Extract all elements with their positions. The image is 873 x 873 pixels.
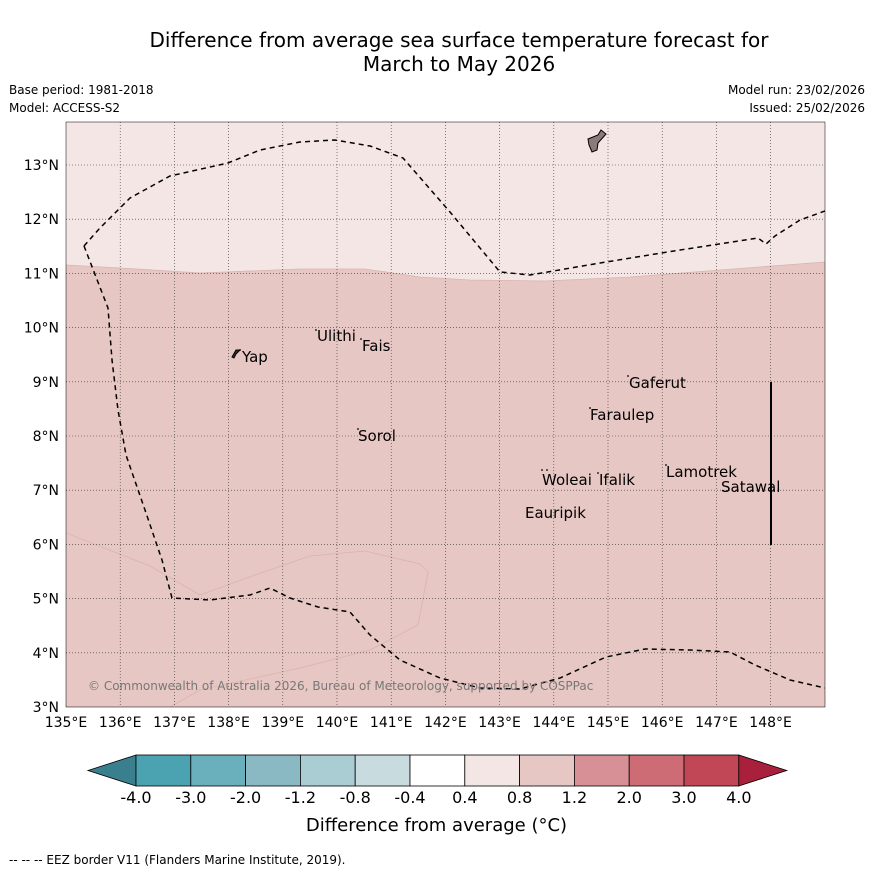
yap-island — [231, 349, 242, 359]
meta-right: Model run: 23/02/2026 Issued: 25/02/2026 — [728, 81, 865, 117]
colorbar-extend-low — [86, 754, 137, 787]
eez-border-west — [83, 245, 825, 690]
colorbar-tick-label: -0.4 — [394, 788, 425, 807]
colorbar-segment — [409, 754, 466, 787]
eez-footnote: -- -- -- EEZ border V11 (Flanders Marine… — [9, 853, 346, 867]
lon-tick-label: 146°E — [641, 715, 684, 731]
colorbar-segment — [519, 754, 575, 787]
issued-date: Issued: 25/02/2026 — [749, 101, 865, 115]
island-label-ulithi: Ulithi — [317, 327, 356, 345]
colorbar-tick-label: -1.2 — [285, 788, 316, 807]
colorbar-tick-label: -0.8 — [340, 788, 371, 807]
lat-tick-label: 10°N — [24, 321, 59, 337]
map-panel: Yap Ulithi Fais Gaferut Faraulep Sorol L… — [66, 122, 825, 707]
island-marker — [360, 338, 362, 340]
lat-tick-label: 3°N — [33, 700, 59, 716]
lon-tick-label: 144°E — [533, 715, 576, 731]
model-run: Model run: 23/02/2026 — [727, 83, 865, 97]
anomaly-field-0-8-1-2 — [66, 261, 825, 707]
lon-tick-label: 142°E — [424, 715, 467, 731]
lon-tick-label: 138°E — [207, 715, 250, 731]
lon-tick-label: 147°E — [695, 715, 738, 731]
colorbar-segment — [628, 754, 685, 787]
lon-tick-label: 148°E — [749, 715, 792, 731]
guam-island — [587, 129, 607, 153]
colorbar-tick-label: 0.4 — [452, 788, 477, 807]
model-name: Model: ACCESS-S2 — [9, 101, 121, 115]
island-label-sorol: Sorol — [358, 427, 396, 445]
colorbar-tick-label: 3.0 — [671, 788, 696, 807]
island-label-ifalik: Ifalik — [599, 471, 635, 489]
lon-tick-label: 145°E — [587, 715, 630, 731]
island-label-satawal: Satawal — [721, 478, 780, 496]
map-title: Difference from average sea surface temp… — [0, 28, 873, 76]
longitude-labels: 135°E 136°E 137°E 138°E 139°E 140°E 141°E 142°E… — [45, 715, 792, 731]
meta-left: Base period: 1981-2018 Model: ACCESS-S2 — [9, 81, 154, 117]
colorbar-unit-label: Difference from average (°C) — [305, 815, 568, 836]
island-label-faraulep: Faraulep — [590, 406, 654, 424]
island-marker — [597, 472, 599, 474]
colorbar-segment — [354, 754, 411, 787]
lat-tick-label: 12°N — [24, 212, 59, 228]
island-label-fais: Fais — [362, 337, 391, 355]
colorbar: -4.0 -3.0 -2.0 -1.2 -0.8 -0.4 0.4 0.8 1.2 2.0 3.0 4… — [86, 754, 789, 807]
island-marker — [546, 469, 548, 471]
colorbar-extend-high — [738, 754, 789, 787]
lon-tick-label: 143°E — [478, 715, 521, 731]
colorbar-segment — [464, 754, 520, 787]
graticule — [66, 122, 825, 707]
island-marker — [315, 329, 317, 331]
base-period: Base period: 1981-2018 — [9, 83, 154, 97]
colorbar-tick-label: 1.2 — [562, 788, 587, 807]
lon-tick-label: 140°E — [316, 715, 359, 731]
island-label-gaferut: Gaferut — [629, 374, 686, 392]
colorbar-segment — [574, 754, 630, 787]
island-marker — [541, 469, 543, 471]
colorbar-segment — [245, 754, 301, 787]
colorbar-tick-label: -4.0 — [120, 788, 151, 807]
lat-tick-label: 8°N — [33, 429, 59, 445]
latitude-labels: 3°N 4°N 5°N 6°N 7°N 8°N 9°N 10°N 11°N 12°N 13°N — [24, 158, 59, 716]
lat-tick-label: 4°N — [33, 646, 59, 662]
lat-tick-label: 11°N — [24, 266, 59, 282]
colorbar-segment — [299, 754, 356, 787]
lon-tick-label: 135°E — [45, 715, 88, 731]
island-label-lamotrek: Lamotrek — [666, 463, 737, 481]
colorbar-tick-label: 0.8 — [507, 788, 532, 807]
lon-tick-label: 136°E — [99, 715, 142, 731]
lat-tick-label: 7°N — [33, 483, 59, 499]
lat-tick-label: 9°N — [33, 375, 59, 391]
island-marker — [627, 375, 629, 377]
island-marker — [357, 428, 359, 430]
colorbar-tick-label: -3.0 — [175, 788, 206, 807]
lat-tick-label: 13°N — [24, 158, 59, 174]
colorbar-segment — [683, 754, 740, 787]
colorbar-segment — [135, 754, 192, 787]
island-label-woleai: Woleai — [542, 471, 592, 489]
island-label-yap: Yap — [241, 348, 268, 366]
lat-tick-label: 6°N — [33, 537, 59, 553]
island-marker — [239, 349, 241, 351]
colorbar-tick-label: 2.0 — [616, 788, 641, 807]
lon-tick-label: 137°E — [153, 715, 196, 731]
eez-border — [83, 139, 825, 276]
colorbar-tick-label: 4.0 — [726, 788, 751, 807]
island-marker — [589, 407, 591, 409]
copyright-notice: © Commonwealth of Australia 2026, Bureau… — [88, 679, 593, 693]
lon-tick-label: 139°E — [262, 715, 305, 731]
title-line-1: Difference from average sea surface temp… — [149, 28, 769, 52]
island-labels: Yap Ulithi Fais Gaferut Faraulep Sorol L… — [239, 327, 780, 522]
lat-tick-label: 5°N — [33, 592, 59, 608]
title-line-2: March to May 2026 — [362, 52, 556, 76]
colorbar-segment — [190, 754, 247, 787]
island-label-eauripik: Eauripik — [525, 504, 586, 522]
lon-tick-label: 141°E — [370, 715, 413, 731]
colorbar-tick-label: -2.0 — [230, 788, 261, 807]
island-marker — [665, 464, 667, 466]
map-frame — [65, 121, 826, 708]
